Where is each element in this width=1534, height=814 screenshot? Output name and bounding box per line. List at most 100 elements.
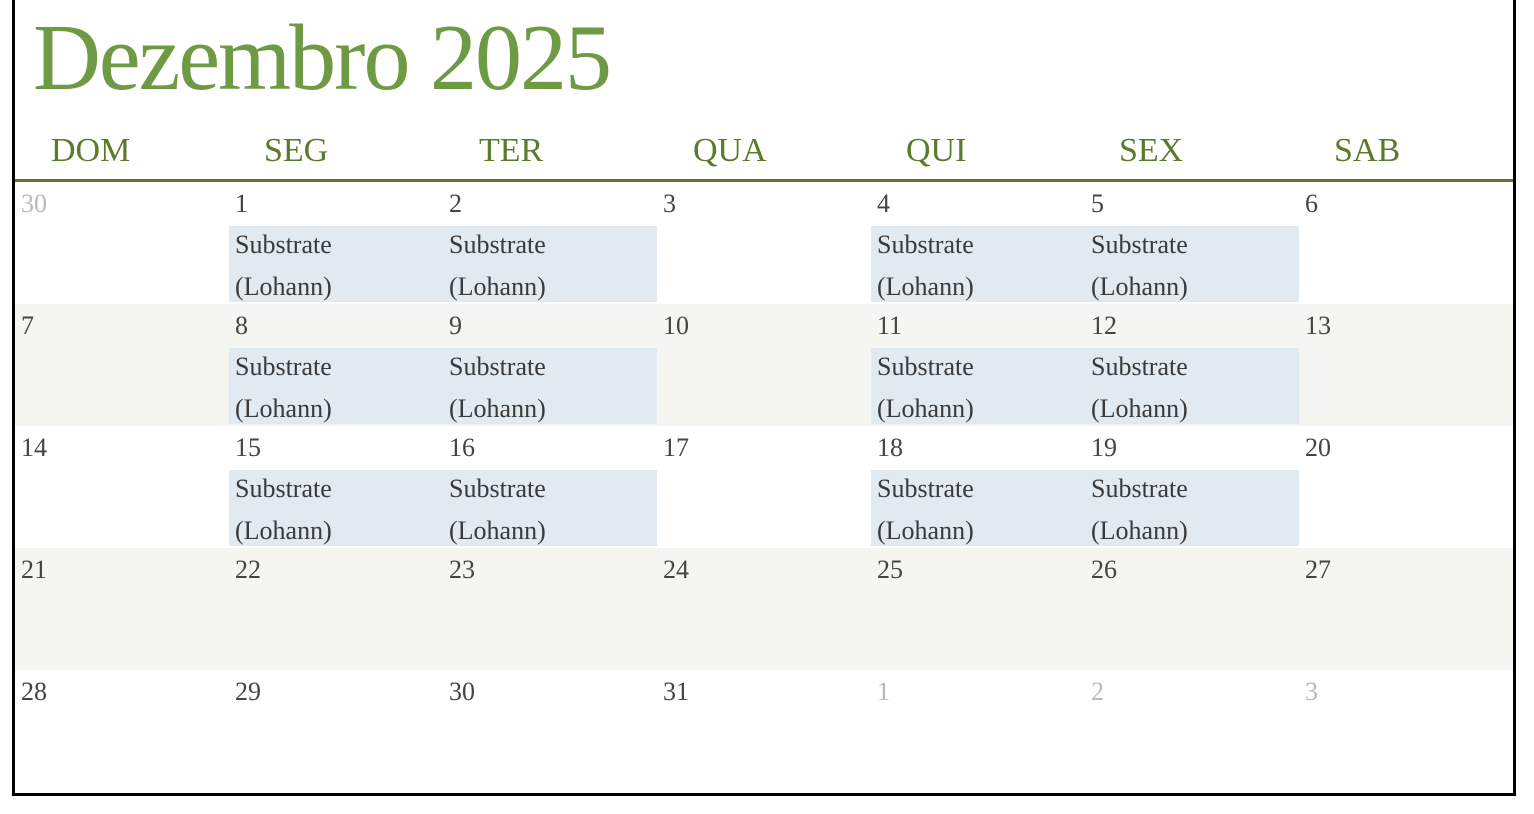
day-number: 14 [21, 433, 47, 462]
day-cell[interactable]: 1 Substrate (Lohann) [229, 182, 443, 304]
week-row: 7 8 Substrate (Lohann) 9 Substrate (Lohann) 10 1… [15, 304, 1513, 426]
day-number: 5 [1091, 189, 1104, 218]
day-number: 29 [235, 677, 261, 706]
day-cell[interactable]: 31 [657, 670, 871, 792]
day-cell[interactable]: 15 Substrate (Lohann) [229, 426, 443, 548]
day-cell[interactable]: 30 [443, 670, 657, 792]
day-cell[interactable]: 17 [657, 426, 871, 548]
day-cell[interactable]: 8 Substrate (Lohann) [229, 304, 443, 426]
event-block[interactable]: Substrate (Lohann) [871, 226, 1085, 302]
event-block[interactable]: Substrate (Lohann) [229, 348, 443, 424]
day-number: 30 [21, 189, 47, 218]
day-cell[interactable]: 3 [657, 182, 871, 304]
day-number: 3 [663, 189, 676, 218]
week-row: 21 22 23 24 25 26 27 [15, 548, 1513, 670]
weekday-header-row: DOM SEG TER QUA QUI SEX SAB [15, 127, 1513, 177]
day-number: 10 [663, 311, 689, 340]
day-cell[interactable]: 19 Substrate (Lohann) [1085, 426, 1299, 548]
weekday-friday: SEX [1119, 132, 1184, 169]
day-cell[interactable]: 10 [657, 304, 871, 426]
day-cell[interactable]: 3 [1299, 670, 1513, 792]
event-block[interactable]: Substrate (Lohann) [229, 470, 443, 546]
event-block[interactable]: Substrate (Lohann) [443, 348, 657, 424]
event-owner: (Lohann) [1091, 394, 1188, 423]
day-cell[interactable]: 2 Substrate (Lohann) [443, 182, 657, 304]
day-cell[interactable]: 25 [871, 548, 1085, 670]
day-cell[interactable]: 30 [15, 182, 229, 304]
week-row: 14 15 Substrate (Lohann) 16 Substrate (Lohann)… [15, 426, 1513, 548]
calendar-page: Dezembro 2025 DOM SEG TER QUA QUI SEX SA… [12, 0, 1516, 796]
event-title: Substrate [1091, 474, 1188, 503]
day-cell[interactable]: 5 Substrate (Lohann) [1085, 182, 1299, 304]
day-cell[interactable]: 23 [443, 548, 657, 670]
event-owner: (Lohann) [1091, 272, 1188, 301]
event-title: Substrate [1091, 230, 1188, 259]
day-number: 18 [877, 433, 903, 462]
day-cell[interactable]: 27 [1299, 548, 1513, 670]
day-cell[interactable]: 9 Substrate (Lohann) [443, 304, 657, 426]
day-number: 11 [877, 311, 903, 340]
day-number: 26 [1091, 555, 1117, 584]
weekday-wednesday: QUA [693, 132, 767, 169]
day-number: 2 [449, 189, 462, 218]
day-number: 31 [663, 677, 689, 706]
day-number: 23 [449, 555, 475, 584]
day-number: 22 [235, 555, 261, 584]
event-block[interactable]: Substrate (Lohann) [871, 470, 1085, 546]
event-owner: (Lohann) [449, 394, 546, 423]
day-cell[interactable]: 12 Substrate (Lohann) [1085, 304, 1299, 426]
event-owner: (Lohann) [1091, 516, 1188, 545]
event-title: Substrate [449, 230, 546, 259]
event-owner: (Lohann) [235, 516, 332, 545]
day-cell[interactable]: 6 [1299, 182, 1513, 304]
day-number: 25 [877, 555, 903, 584]
day-number: 6 [1305, 189, 1318, 218]
event-block[interactable]: Substrate (Lohann) [1085, 226, 1299, 302]
day-cell[interactable]: 21 [15, 548, 229, 670]
day-number: 8 [235, 311, 248, 340]
day-number: 27 [1305, 555, 1331, 584]
day-number: 9 [449, 311, 462, 340]
day-number: 1 [235, 189, 248, 218]
event-block[interactable]: Substrate (Lohann) [229, 226, 443, 302]
day-number: 21 [21, 555, 47, 584]
event-block[interactable]: Substrate (Lohann) [871, 348, 1085, 424]
event-title: Substrate [235, 230, 332, 259]
event-title: Substrate [235, 474, 332, 503]
day-cell[interactable]: 24 [657, 548, 871, 670]
day-number: 16 [449, 433, 475, 462]
day-cell[interactable]: 2 [1085, 670, 1299, 792]
day-number: 20 [1305, 433, 1331, 462]
day-number: 2 [1091, 677, 1104, 706]
day-number: 15 [235, 433, 261, 462]
event-title: Substrate [877, 474, 974, 503]
week-row: 28 29 30 31 1 2 3 [15, 670, 1513, 792]
day-cell[interactable]: 7 [15, 304, 229, 426]
event-owner: (Lohann) [235, 394, 332, 423]
event-block[interactable]: Substrate (Lohann) [1085, 348, 1299, 424]
day-cell[interactable]: 20 [1299, 426, 1513, 548]
event-block[interactable]: Substrate (Lohann) [443, 226, 657, 302]
header-divider [15, 179, 1513, 182]
day-number: 28 [21, 677, 47, 706]
day-cell[interactable]: 22 [229, 548, 443, 670]
day-cell[interactable]: 26 [1085, 548, 1299, 670]
day-number: 17 [663, 433, 689, 462]
day-cell[interactable]: 18 Substrate (Lohann) [871, 426, 1085, 548]
event-owner: (Lohann) [449, 272, 546, 301]
week-row: 30 1 Substrate (Lohann) 2 Substrate (Lohann) 3 4… [15, 182, 1513, 304]
day-cell[interactable]: 29 [229, 670, 443, 792]
day-cell[interactable]: 14 [15, 426, 229, 548]
page-title: Dezembro 2025 [33, 6, 612, 110]
event-owner: (Lohann) [877, 394, 974, 423]
day-cell[interactable]: 11 Substrate (Lohann) [871, 304, 1085, 426]
event-block[interactable]: Substrate (Lohann) [443, 470, 657, 546]
day-cell[interactable]: 16 Substrate (Lohann) [443, 426, 657, 548]
day-cell[interactable]: 13 [1299, 304, 1513, 426]
event-title: Substrate [1091, 352, 1188, 381]
weekday-monday: SEG [264, 132, 329, 169]
day-cell[interactable]: 4 Substrate (Lohann) [871, 182, 1085, 304]
event-block[interactable]: Substrate (Lohann) [1085, 470, 1299, 546]
day-cell[interactable]: 28 [15, 670, 229, 792]
day-cell[interactable]: 1 [871, 670, 1085, 792]
